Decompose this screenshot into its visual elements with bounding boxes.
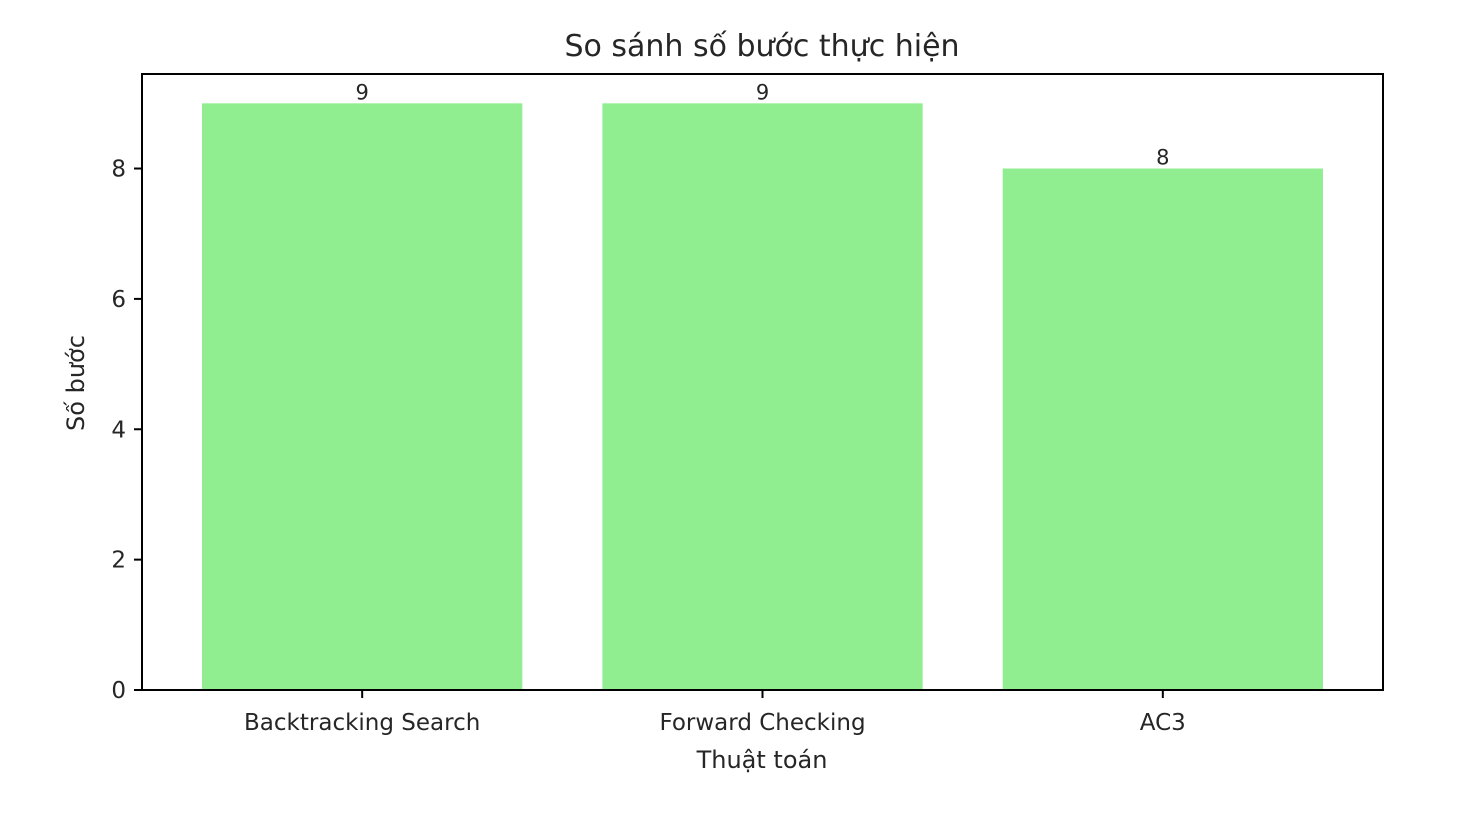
x-axis-ticks: Backtracking Search Forward Checking AC3 <box>244 690 1186 736</box>
x-tick-label: AC3 <box>1140 710 1186 736</box>
bar <box>1002 168 1323 690</box>
y-tick-label: 4 <box>111 417 126 443</box>
bar-value-label: 9 <box>355 80 368 104</box>
y-tick-label: 2 <box>111 548 126 574</box>
bar <box>602 103 923 690</box>
y-tick-label: 8 <box>111 157 126 183</box>
chart-title: So sánh số bước thực hiện <box>564 29 959 64</box>
x-tick-label: Forward Checking <box>659 710 865 736</box>
bar <box>202 103 523 690</box>
y-tick-label: 6 <box>111 287 126 313</box>
x-axis-label: Thuật toán <box>696 746 828 774</box>
y-axis-ticks: 0 2 4 6 8 <box>111 157 142 704</box>
x-tick-label: Backtracking Search <box>244 710 480 736</box>
bars-layer <box>202 103 1323 690</box>
bar-value-label: 8 <box>1156 146 1169 170</box>
bar-labels-layer: 9 9 8 <box>355 80 1169 169</box>
y-axis-label: Số bước <box>62 335 90 431</box>
bar-value-label: 9 <box>756 80 769 104</box>
plot-frame <box>141 73 1384 691</box>
y-tick-label: 0 <box>111 678 126 704</box>
